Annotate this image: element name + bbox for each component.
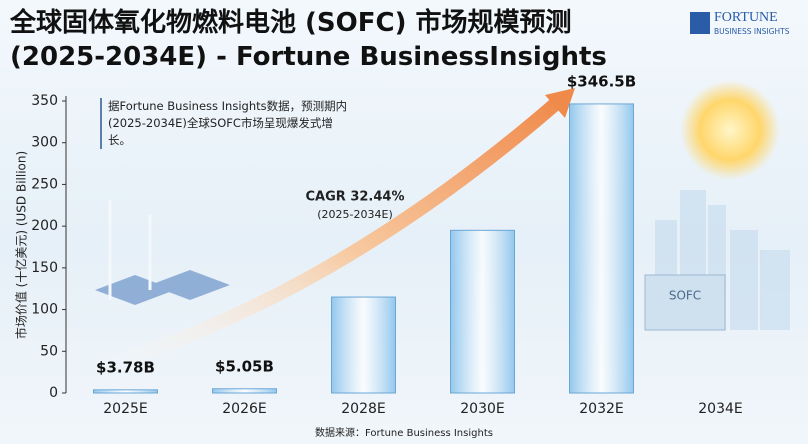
x-tick-label: 2034E [698,401,742,417]
value-label: $346.5B [567,72,636,90]
y-tick-label: 150 [31,260,58,276]
logo-subtext: BUSINESS INSIGHTS [714,27,790,36]
value-label: $5.05B [215,357,274,375]
y-tick-label: 50 [40,343,58,359]
y-tick-label: 100 [31,302,58,318]
chart-title: 全球固体氧化物燃料电池 (SOFC) 市场规模预测 (2025-2034E) -… [10,8,607,72]
growth-arrow [83,93,567,377]
bar [569,103,634,394]
y-axis-title: 市场价值 (十亿美元) (USD Billion) [14,151,29,339]
x-tick-label: 2026E [222,401,266,417]
solar-illustration [95,200,230,305]
illustration-label: SOFC [669,289,701,303]
container-illustration [644,274,726,331]
y-tick-label: 300 [31,135,58,151]
sun-illustration [680,80,780,180]
y-tick-label: 350 [31,93,58,109]
bar [212,388,277,394]
growth-arrowhead [545,88,575,118]
value-label: $3.78B [96,358,155,376]
bar [450,229,515,394]
source: 数据来源：Fortune Business Insights [315,426,493,439]
bar [331,296,396,394]
y-tick-label: 0 [49,385,58,401]
x-tick-label: 2025E [103,401,147,417]
logo-text: FORTUNE [714,10,778,25]
x-tick-label: 2032E [579,401,623,417]
x-tick-label: 2030E [460,401,504,417]
x-tick-label: 2028E [341,401,385,417]
y-tick-label: 250 [31,176,58,192]
y-tick-label: 200 [31,218,58,234]
logo-mark [690,12,710,34]
cagr-period: (2025-2034E) [317,208,393,221]
bar [93,389,158,394]
annotation: 据Fortune Business Insights数据，预测期内(2025-2… [100,98,348,149]
cagr-label: CAGR 32.44% [306,190,405,205]
